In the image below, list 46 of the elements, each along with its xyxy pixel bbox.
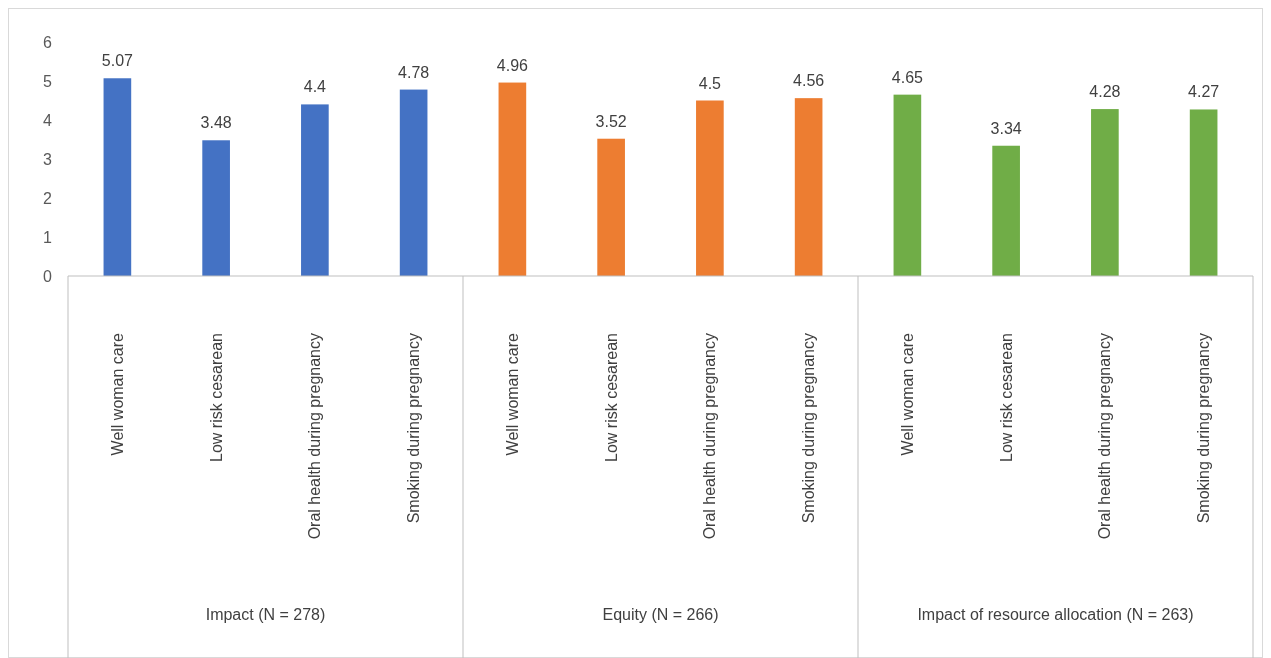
text: Equity (N = 266): [602, 606, 719, 623]
x-tick-label: Well woman care: [898, 332, 916, 456]
bar: [893, 94, 922, 276]
x-tick-label: Low risk cesarean: [602, 333, 620, 462]
bar: [498, 82, 527, 276]
x-tick-label: Low risk cesarean: [207, 333, 225, 462]
bar: [992, 145, 1020, 276]
y-tick-label: 3: [43, 150, 53, 168]
x-tick-label: Low risk cesarean: [997, 333, 1015, 462]
x-tick-label: Smoking during pregnancy: [1195, 333, 1213, 524]
bar: [1091, 109, 1119, 276]
text: Impact (N = 278): [205, 606, 326, 623]
y-tick-label: 2: [43, 189, 53, 207]
bar: [794, 98, 823, 276]
x-tick-label: Oral health during pregnancy: [1096, 333, 1114, 540]
x-tick-label: Oral health during pregnancy: [701, 333, 719, 540]
data-label: 4.28: [1089, 83, 1121, 101]
x-tick-label: Well woman care: [503, 332, 521, 456]
data-label: 4.96: [496, 56, 529, 74]
y-tick-label: 5: [43, 72, 53, 90]
bar: [696, 100, 724, 276]
x-tick-label: Well woman care: [108, 332, 126, 456]
data-label: 4.27: [1188, 83, 1220, 101]
x-tick-label: Oral health during pregnancy: [306, 333, 324, 540]
data-label: 4.78: [398, 63, 430, 81]
x-tick-label: Smoking during pregnancy: [405, 333, 423, 524]
data-label: 4.5: [698, 74, 722, 92]
bar: [301, 104, 329, 276]
bar: [399, 89, 428, 276]
y-tick-label: 1: [43, 228, 53, 246]
data-label: 4.56: [793, 72, 825, 90]
bar: [1189, 109, 1218, 276]
data-label: 5.07: [101, 52, 134, 70]
data-label: 3.34: [990, 119, 1022, 137]
data-label: 4.4: [303, 78, 327, 96]
x-tick-label: Smoking during pregnancy: [800, 333, 818, 524]
bar: [202, 140, 230, 276]
data-label: 4.65: [891, 68, 924, 86]
text: Impact of resource allocation (N = 263): [917, 606, 1194, 623]
data-label: 3.52: [595, 112, 627, 130]
y-tick-label: 4: [43, 111, 53, 129]
bar: [597, 138, 625, 276]
y-tick-label: 0: [43, 267, 53, 285]
y-tick-label: 6: [43, 33, 53, 51]
bar: [103, 78, 132, 276]
data-label: 3.48: [200, 114, 232, 132]
